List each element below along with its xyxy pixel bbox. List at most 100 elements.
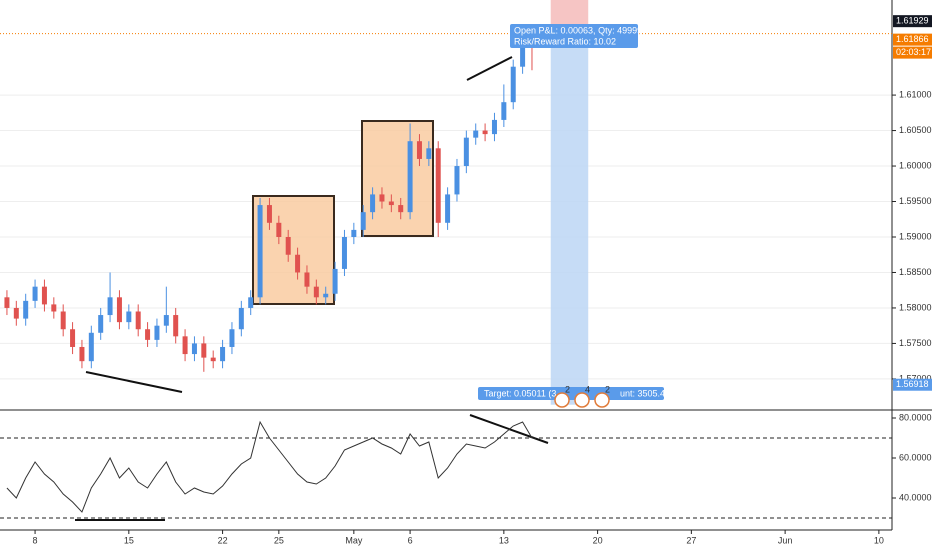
y-tick-label: 1.59500 [899,196,932,206]
candle-body [126,311,132,323]
candle-body [379,194,385,202]
candle-body [520,34,526,67]
y-tick-label: 40.0000 [899,492,932,502]
candle-body [32,286,38,301]
y-tick-label: 1.58500 [899,267,932,277]
candle-body [210,357,216,362]
candle-body [257,205,263,298]
y-tick-label: 1.59000 [899,231,932,241]
annotations [252,0,589,405]
candle-body [13,307,19,319]
candle-body [4,297,10,308]
candle-body [51,304,57,312]
candle-body [70,329,76,347]
candle-body [304,272,310,287]
candle-body [445,194,451,223]
candle-body [154,325,160,340]
candle-body [79,346,85,362]
price-line-label-bg [893,33,932,46]
y-tick-label: 1.57500 [899,338,932,348]
candle-body [276,222,282,237]
candle-body [191,343,197,355]
position-amount-label: unt: 3505.45 [620,388,670,398]
candle-body [416,141,422,159]
candle-body [285,236,291,255]
candle-body [482,130,488,135]
candle-body [145,329,151,340]
label-box [478,387,664,400]
candle-body [295,254,301,273]
x-tick-label: 20 [593,535,603,545]
candle-body [88,332,94,362]
candle-body [388,201,394,206]
event-badge [554,392,570,408]
candle-body [426,148,432,159]
candle-body [238,307,244,330]
candle-body [173,315,179,337]
candle-body [454,166,460,195]
candle-body [370,194,376,213]
candle-body [220,346,226,362]
y-tick-label: 1.57000 [899,373,932,383]
x-tick-label: 13 [499,535,509,545]
position-ratio: Risk/Reward Ratio: 10.02 [514,36,616,46]
candle-body [182,336,188,355]
candle-body [248,297,254,308]
price-line-label: 1.61866 [896,34,929,44]
candle-body [491,119,497,135]
candle-body [435,148,441,223]
candle-body [107,297,113,316]
event-badge [594,392,610,408]
candle-body [313,286,319,298]
candle-body [510,66,516,103]
candle-body [98,315,104,333]
position-pnl: Open P&L: 0.00063, Qty: 49999 [514,25,642,35]
x-tick-label: 27 [686,535,696,545]
y-tick-label: 80.0000 [899,412,932,422]
range-box [252,195,335,305]
range-box [361,120,434,237]
candle-body [41,286,47,305]
badge-label: 4 [585,384,590,394]
trend-line [85,371,183,393]
candle-body [266,205,272,223]
position-level-bg [893,378,932,391]
candle-body [332,268,338,294]
x-tick-label: 6 [408,535,413,545]
candle-body [229,329,235,347]
candle-body [163,315,169,326]
x-tick-label: Jun [778,535,793,545]
candle-body [360,212,366,230]
candle-body [23,300,29,319]
y-tick-label: 1.60500 [899,125,932,135]
candle-body [116,297,122,323]
x-tick-label: 22 [218,535,228,545]
rsi-line [6,420,533,513]
last-price: 1.61929 [896,16,929,26]
countdown-bg [893,46,932,59]
x-tick-label: 25 [274,535,284,545]
candle-body [351,229,357,237]
position-level: 1.56918 [896,379,929,389]
candle-body [501,102,507,120]
candle-body [473,130,479,138]
y-tick-label: 1.61000 [899,89,932,99]
x-tick-label: 8 [33,535,38,545]
badge-label: 2 [605,384,610,394]
x-tick-label: May [345,535,363,545]
candle-body [201,343,207,358]
candle-body [398,205,404,213]
x-tick-label: 15 [124,535,134,545]
position-target [550,33,589,405]
candle-body [60,311,66,330]
event-badge [574,392,590,408]
countdown: 02:03:17 [896,47,931,57]
position-target-label: Target: 0.05011 (3 [484,388,556,398]
candle-body [135,311,141,330]
candle-body [407,141,413,213]
candle-body [323,293,329,298]
y-tick-label: 1.60000 [899,160,932,170]
last-price-bg [893,15,932,28]
